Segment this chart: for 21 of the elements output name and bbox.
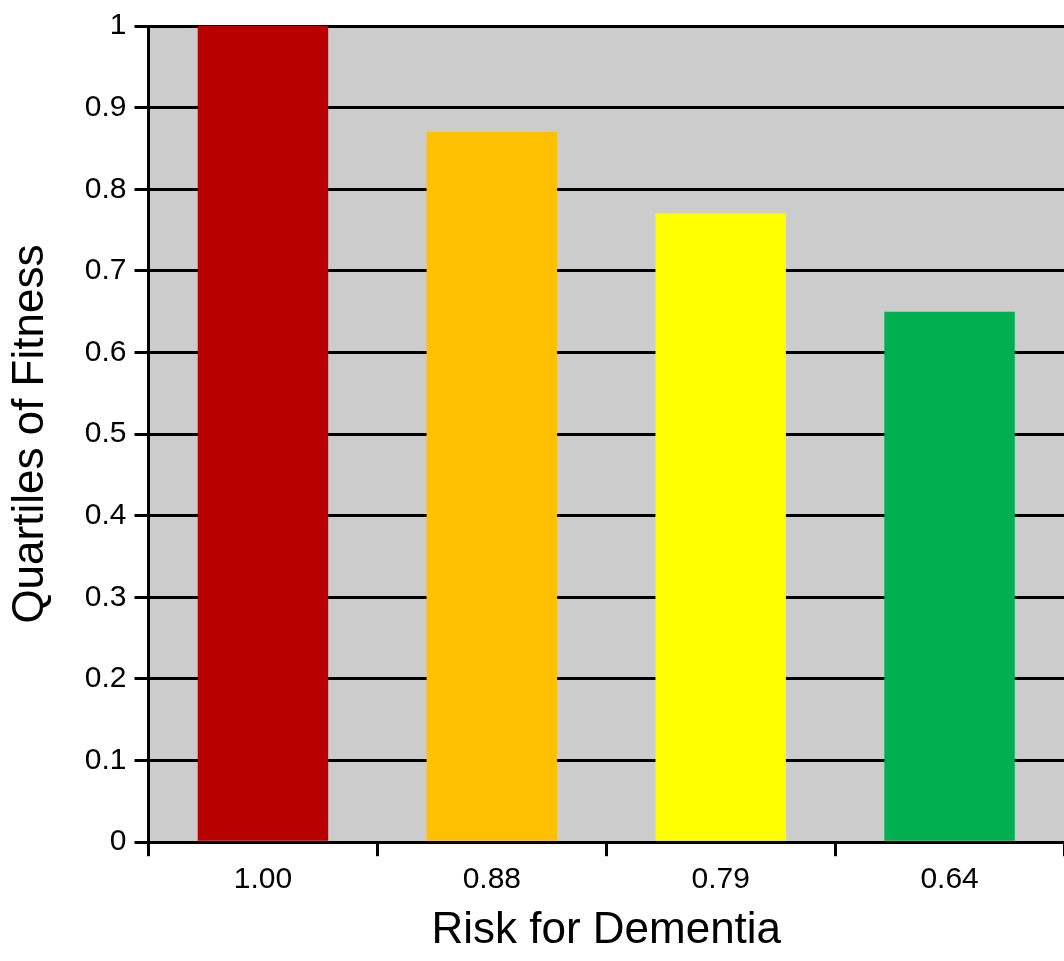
- y-tick-label: 0.1: [84, 741, 127, 775]
- y-tick-label: 0.7: [84, 252, 127, 286]
- x-tick-label: 0.79: [691, 861, 750, 895]
- x-tick-label: 0.88: [462, 861, 522, 895]
- x-axis-title: Risk for Dementia: [431, 902, 782, 952]
- y-tick-label: 0.9: [84, 88, 127, 122]
- bar: [426, 132, 558, 841]
- y-tick-label: 0.2: [84, 660, 127, 694]
- x-tick-label: 0.64: [920, 861, 979, 895]
- x-tick-label: 1.00: [233, 861, 293, 895]
- y-tick-label: 0.3: [84, 578, 127, 612]
- y-tick-label: 0.5: [84, 415, 127, 449]
- bar: [655, 213, 786, 841]
- bar: [197, 26, 329, 841]
- y-tick-label: 1: [109, 7, 127, 41]
- y-tick-label: 0.8: [84, 170, 127, 204]
- y-tick-label: 0: [109, 823, 127, 857]
- y-tick-label: 0.4: [84, 496, 127, 530]
- bar: [884, 311, 1015, 841]
- y-tick-label: 0.6: [84, 333, 127, 367]
- y-axis-title: Quartiles of Fitness: [2, 244, 52, 624]
